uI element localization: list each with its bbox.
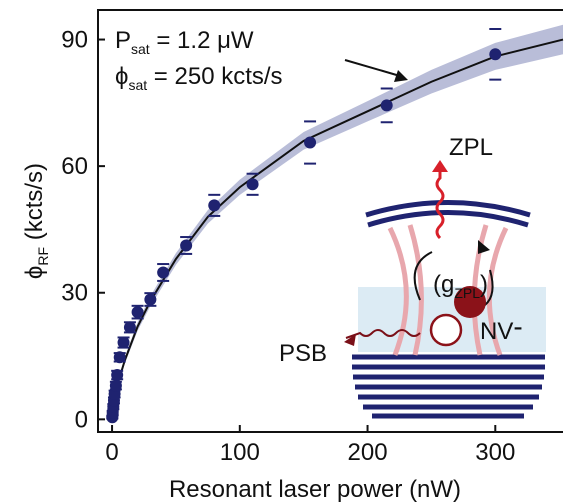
data-point <box>144 293 157 306</box>
data-point <box>246 178 259 191</box>
x-tick-label: 300 <box>475 439 515 466</box>
nv-label: NV- <box>480 311 523 345</box>
x-tick-label: 0 <box>105 439 118 466</box>
data-point <box>304 136 317 149</box>
data-point <box>131 306 144 319</box>
y-tick-label: 0 <box>75 406 88 433</box>
data-point <box>109 379 122 392</box>
fit-band <box>112 24 564 420</box>
nv-nitrogen <box>429 313 463 347</box>
zpl-arrowhead <box>432 160 448 172</box>
zpl-label: ZPL <box>449 134 493 161</box>
data-point <box>113 351 126 364</box>
coupling-label: (gZPL) <box>433 271 488 301</box>
axis-frame <box>97 9 563 433</box>
data-point <box>180 239 193 252</box>
bottom-mirror <box>352 354 545 419</box>
data-point <box>117 336 130 349</box>
coupling-subscript: ZPL <box>454 285 480 301</box>
data-point <box>208 199 221 212</box>
x-tick-label: 100 <box>220 439 260 466</box>
annotation-arrow <box>344 59 401 77</box>
coupling-arrowhead <box>478 240 490 254</box>
y-axis-label: ϕRF (kcts/s) <box>21 163 51 279</box>
annotation: Psat = 1.2 μW <box>115 27 254 57</box>
x-tick-label: 200 <box>348 439 388 466</box>
zpl-photon <box>435 163 445 240</box>
data-point <box>111 369 124 382</box>
data-point <box>157 266 170 279</box>
top-mirror <box>365 200 531 228</box>
y-tick-label: 90 <box>61 27 88 54</box>
annotation: ϕsat = 250 kcts/s <box>115 63 283 93</box>
coupling-arc <box>413 251 433 301</box>
annotations: Psat = 1.2 μW ϕsat = 250 kcts/s <box>115 27 408 93</box>
nv-vacancy <box>454 286 486 318</box>
y-tick-label: 60 <box>61 153 88 180</box>
coupling-arc <box>484 269 494 306</box>
annotation-arrowhead <box>394 70 408 82</box>
x-axis-label: Resonant laser power (nW) <box>169 476 461 503</box>
nv-charge: - <box>513 311 522 342</box>
y-tick-label: 30 <box>61 280 88 307</box>
psb-photon <box>345 329 421 339</box>
fit-curve <box>111 38 564 420</box>
psb-arrowhead <box>344 334 356 346</box>
nv-text: NV <box>480 318 513 345</box>
data-point <box>380 99 393 112</box>
inset-diagram: (gZPL) ZPL PSB NV- <box>279 134 546 419</box>
data-point <box>123 321 136 334</box>
data-point <box>489 48 502 61</box>
psb-label: PSB <box>279 340 327 367</box>
coupling-symbol: g <box>441 271 454 298</box>
